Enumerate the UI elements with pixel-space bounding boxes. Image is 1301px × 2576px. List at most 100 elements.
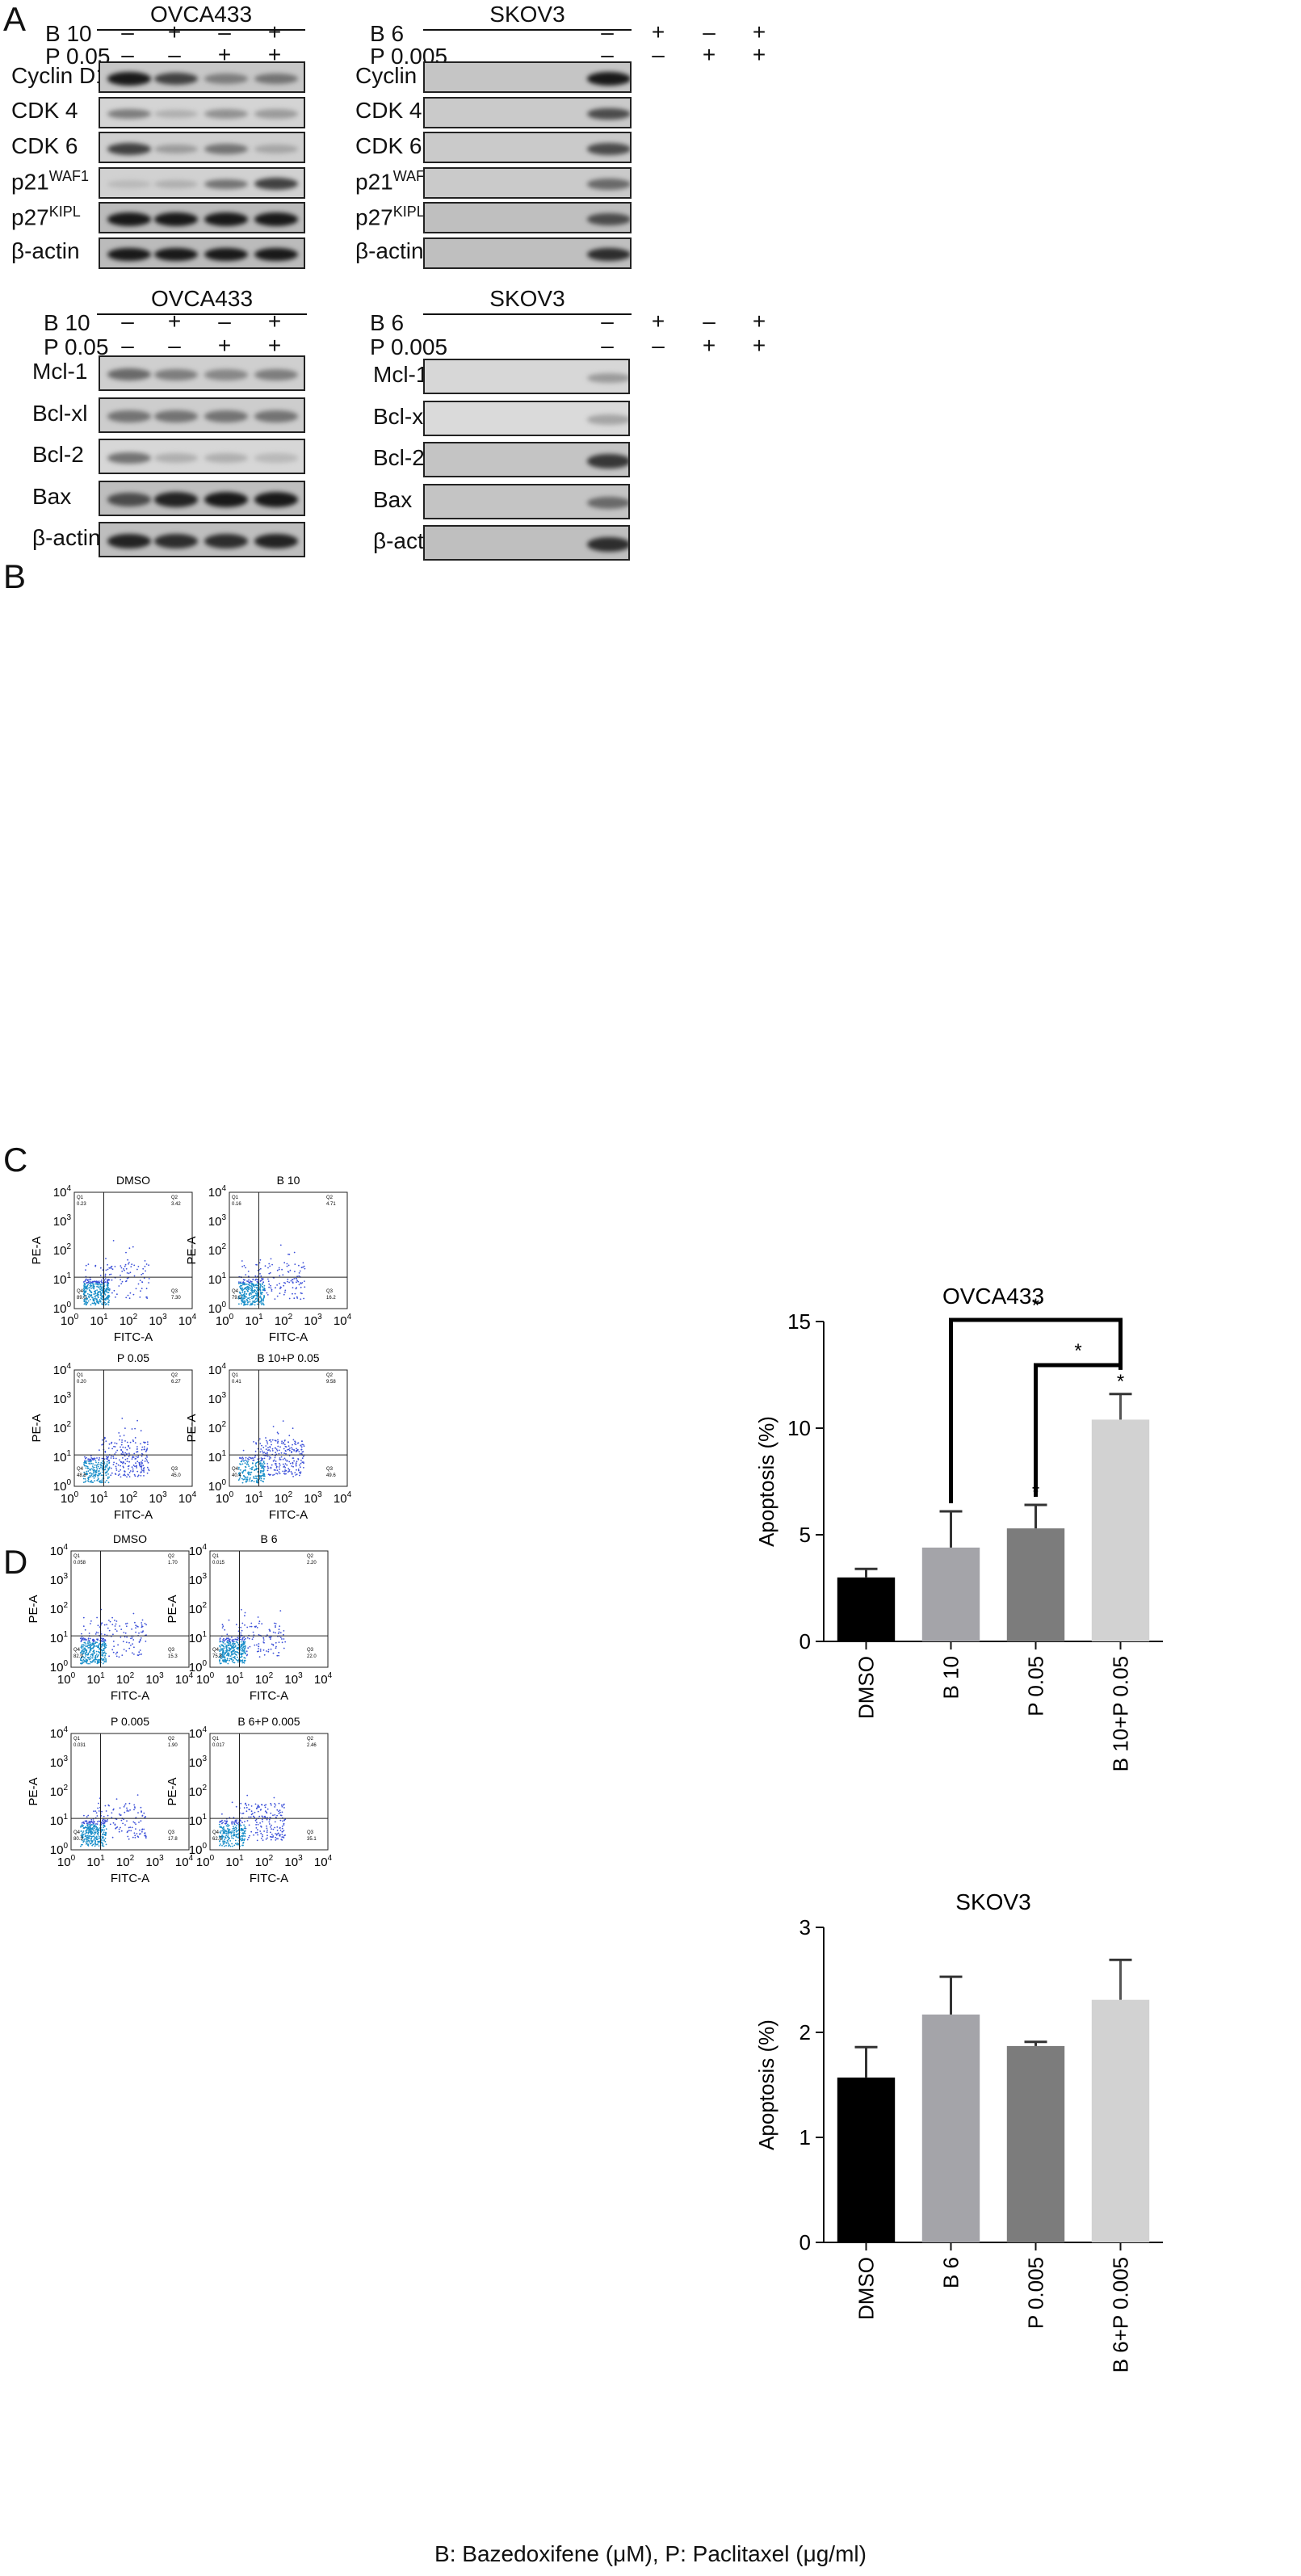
blot-strip <box>99 397 305 433</box>
event-dot <box>146 1448 148 1451</box>
event-dot <box>86 1844 89 1846</box>
event-dot <box>136 1833 138 1834</box>
event-dot <box>250 1293 252 1295</box>
event-dot <box>267 1447 269 1448</box>
event-dot <box>92 1469 94 1471</box>
event-dot <box>103 1291 106 1293</box>
event-dot <box>256 1296 258 1298</box>
event-dot <box>278 1628 280 1631</box>
event-dot <box>123 1461 124 1464</box>
event-dot <box>269 1456 271 1458</box>
event-dot <box>249 1478 251 1480</box>
event-dot <box>244 1624 246 1626</box>
event-dot <box>100 1280 103 1283</box>
y-tick-label: 2 <box>799 2020 811 2044</box>
event-dot <box>88 1633 90 1634</box>
event-dot <box>226 1839 229 1842</box>
event-dot <box>231 1837 233 1839</box>
event-dot <box>262 1649 265 1651</box>
event-dot <box>113 1445 115 1448</box>
event-dot <box>283 1824 285 1826</box>
event-dot <box>102 1655 104 1657</box>
event-dot <box>108 1466 111 1469</box>
event-dot <box>134 1834 136 1837</box>
event-dot <box>257 1805 259 1808</box>
event-dot <box>110 1457 112 1459</box>
event-dot <box>245 1481 247 1483</box>
y-axis-label: PE-A <box>27 1777 40 1805</box>
event-dot <box>277 1445 279 1448</box>
event-dot <box>108 1620 110 1621</box>
event-dot <box>142 1630 144 1633</box>
event-dot <box>92 1475 94 1477</box>
event-dot <box>140 1820 142 1822</box>
band <box>107 452 151 464</box>
event-dot <box>128 1452 130 1455</box>
chart-title: OVCA433 <box>942 1284 1044 1309</box>
event-dot <box>231 1658 233 1661</box>
blot-strip <box>423 166 632 199</box>
event-dot <box>95 1823 97 1825</box>
event-dot <box>105 1458 107 1460</box>
event-dot <box>103 1838 105 1841</box>
band <box>107 180 151 188</box>
event-dot <box>97 1833 99 1834</box>
event-dot <box>145 1263 148 1265</box>
event-dot <box>279 1462 280 1464</box>
event-dot <box>104 1466 107 1469</box>
event-dot <box>94 1476 96 1477</box>
event-dot <box>234 1826 237 1829</box>
event-dot <box>300 1466 301 1469</box>
event-dot <box>279 1811 281 1813</box>
event-dot <box>260 1477 262 1480</box>
event-dot <box>250 1813 253 1816</box>
event-dot <box>250 1280 253 1283</box>
event-dot <box>266 1808 269 1810</box>
event-dot <box>91 1296 93 1299</box>
event-dot <box>275 1465 278 1468</box>
event-dot <box>237 1822 240 1823</box>
x-tick-label: 100 <box>216 1313 234 1328</box>
event-dot <box>293 1297 296 1300</box>
event-dot <box>255 1263 257 1266</box>
protein-label: CDK 4 <box>11 98 78 123</box>
event-dot <box>99 1275 102 1276</box>
event-dot <box>287 1448 290 1451</box>
event-dot <box>115 1469 118 1471</box>
event-dot <box>141 1828 144 1830</box>
event-dot <box>101 1834 103 1836</box>
event-dot <box>105 1645 107 1646</box>
event-dot <box>242 1812 245 1814</box>
event-dot <box>244 1659 246 1662</box>
event-dot <box>83 1641 86 1644</box>
protein-label: Bax <box>373 486 413 512</box>
event-dot <box>90 1840 92 1842</box>
event-dot <box>82 1654 84 1655</box>
event-dot <box>95 1835 98 1838</box>
event-dot <box>248 1480 250 1482</box>
event-dot <box>229 1641 231 1642</box>
event-dot <box>232 1650 234 1653</box>
event-dot <box>81 1657 83 1659</box>
event-dot <box>271 1824 272 1826</box>
blot-strip <box>423 202 632 233</box>
event-dot <box>112 1633 114 1636</box>
event-dot <box>90 1472 91 1474</box>
event-dot <box>296 1281 297 1284</box>
event-dot <box>235 1821 237 1822</box>
treatment-row-1-mark: – <box>218 19 231 44</box>
event-dot <box>221 1648 224 1649</box>
event-dot <box>95 1812 98 1814</box>
event-dot <box>133 1452 136 1455</box>
y-tick-label: 102 <box>208 1242 227 1258</box>
event-dot <box>132 1439 134 1441</box>
y-tick-label: 101 <box>53 1271 72 1287</box>
event-dot <box>233 1827 235 1830</box>
event-dot <box>112 1464 115 1465</box>
event-dot <box>229 1642 232 1644</box>
event-dot <box>258 1634 260 1636</box>
event-dot <box>129 1292 132 1294</box>
event-dot <box>246 1626 249 1628</box>
event-dot <box>84 1833 86 1835</box>
event-dot <box>239 1456 241 1459</box>
